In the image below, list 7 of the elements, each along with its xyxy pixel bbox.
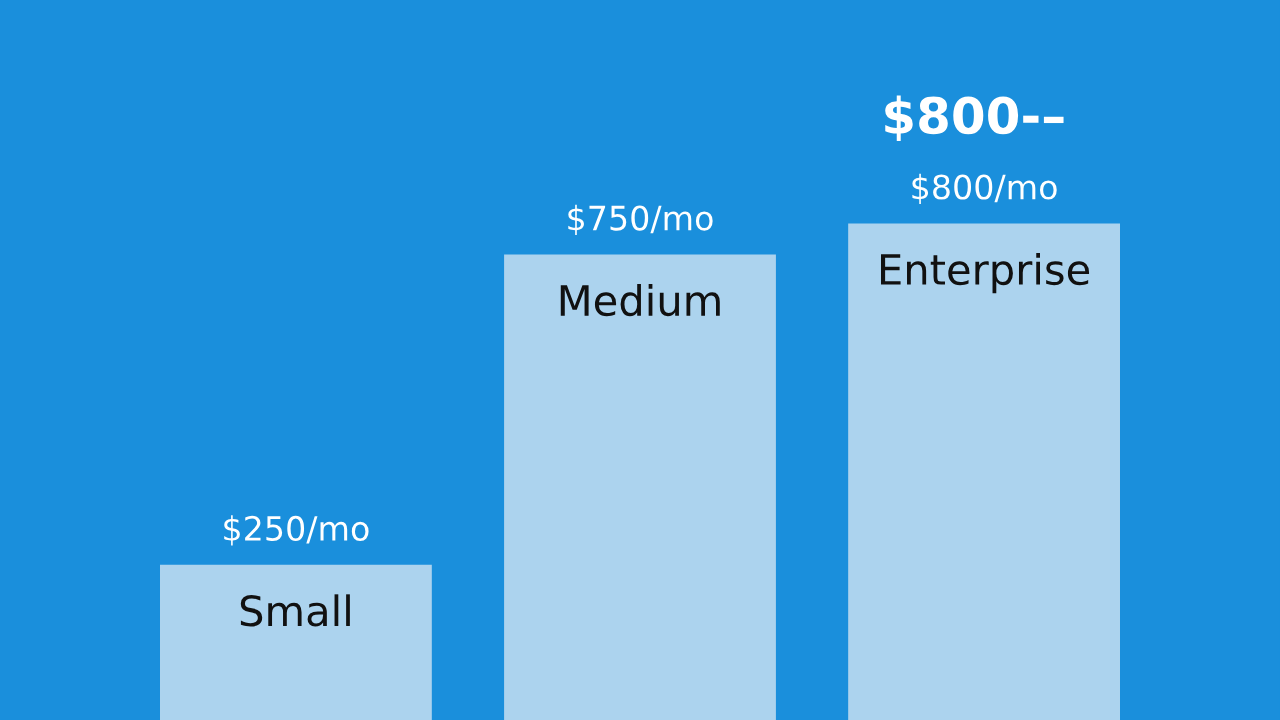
data-label: $750/mo <box>568 204 713 236</box>
data-label: $250/mo <box>224 515 369 546</box>
text: $800-– <box>885 95 1064 141</box>
x-tick-label: Medium <box>560 283 720 317</box>
x-tick-label: Small <box>240 594 350 627</box>
data-label: $800/mo <box>912 173 1057 205</box>
x-tick-label: Enterprise <box>881 252 1090 294</box>
